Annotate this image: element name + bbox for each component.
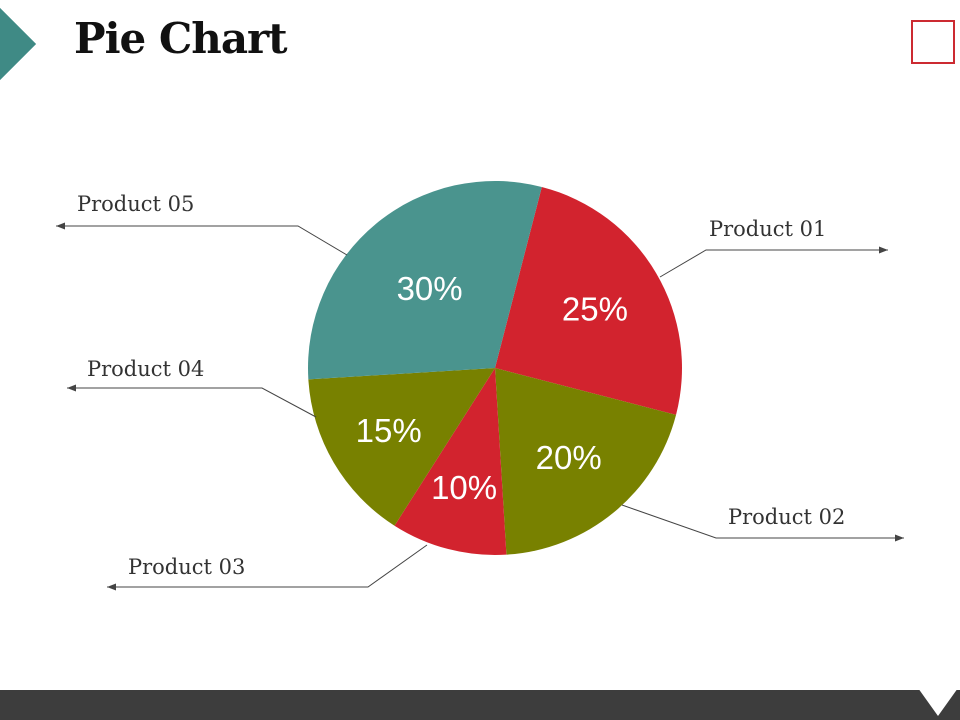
pie-slice-product-05 [308,181,542,380]
footer-bar [0,690,960,720]
slice-labels: 25% 20% 10%15% 30% [356,270,628,506]
arrow-head-icon [879,246,888,254]
slice-percent-label: 15% [356,412,422,449]
teal-chevron-icon [0,0,36,80]
corner-square-icon [911,20,955,64]
pie-slices [308,181,682,555]
pie-slice-product-02 [495,368,677,555]
legend-label-product-03: Product 03 [128,555,245,579]
slice-percent-label: 10% [431,469,497,506]
slice-percent-label: 30% [397,270,463,307]
arrow-head-icon [67,384,76,392]
leader-line [56,225,348,256]
legend-label-product-05: Product 05 [77,192,194,216]
slice-percent-label: 25% [562,291,628,328]
pie-slice-product-04 [308,368,495,526]
legend-labels: Product 01 Product 02 Product 03 Product 04… [77,192,845,579]
legend-label-product-04: Product 04 [87,357,204,381]
arrow-head-icon [895,534,904,542]
leader-line [659,249,888,278]
leader-line [107,544,428,588]
legend-label-product-02: Product 02 [728,505,845,529]
page-title: Pie Chart [74,14,288,63]
pie-slice-product-01 [495,186,682,415]
arrow-head-icon [56,222,65,230]
footer-notch-icon [918,688,958,716]
arrow-head-icon [107,583,116,591]
leader-line [621,504,904,539]
leader-line [67,387,317,418]
pie-slice-product-03 [394,368,507,555]
legend-label-product-01: Product 01 [709,217,826,241]
slice-percent-label: 20% [536,439,602,476]
leader-lines [56,222,904,591]
